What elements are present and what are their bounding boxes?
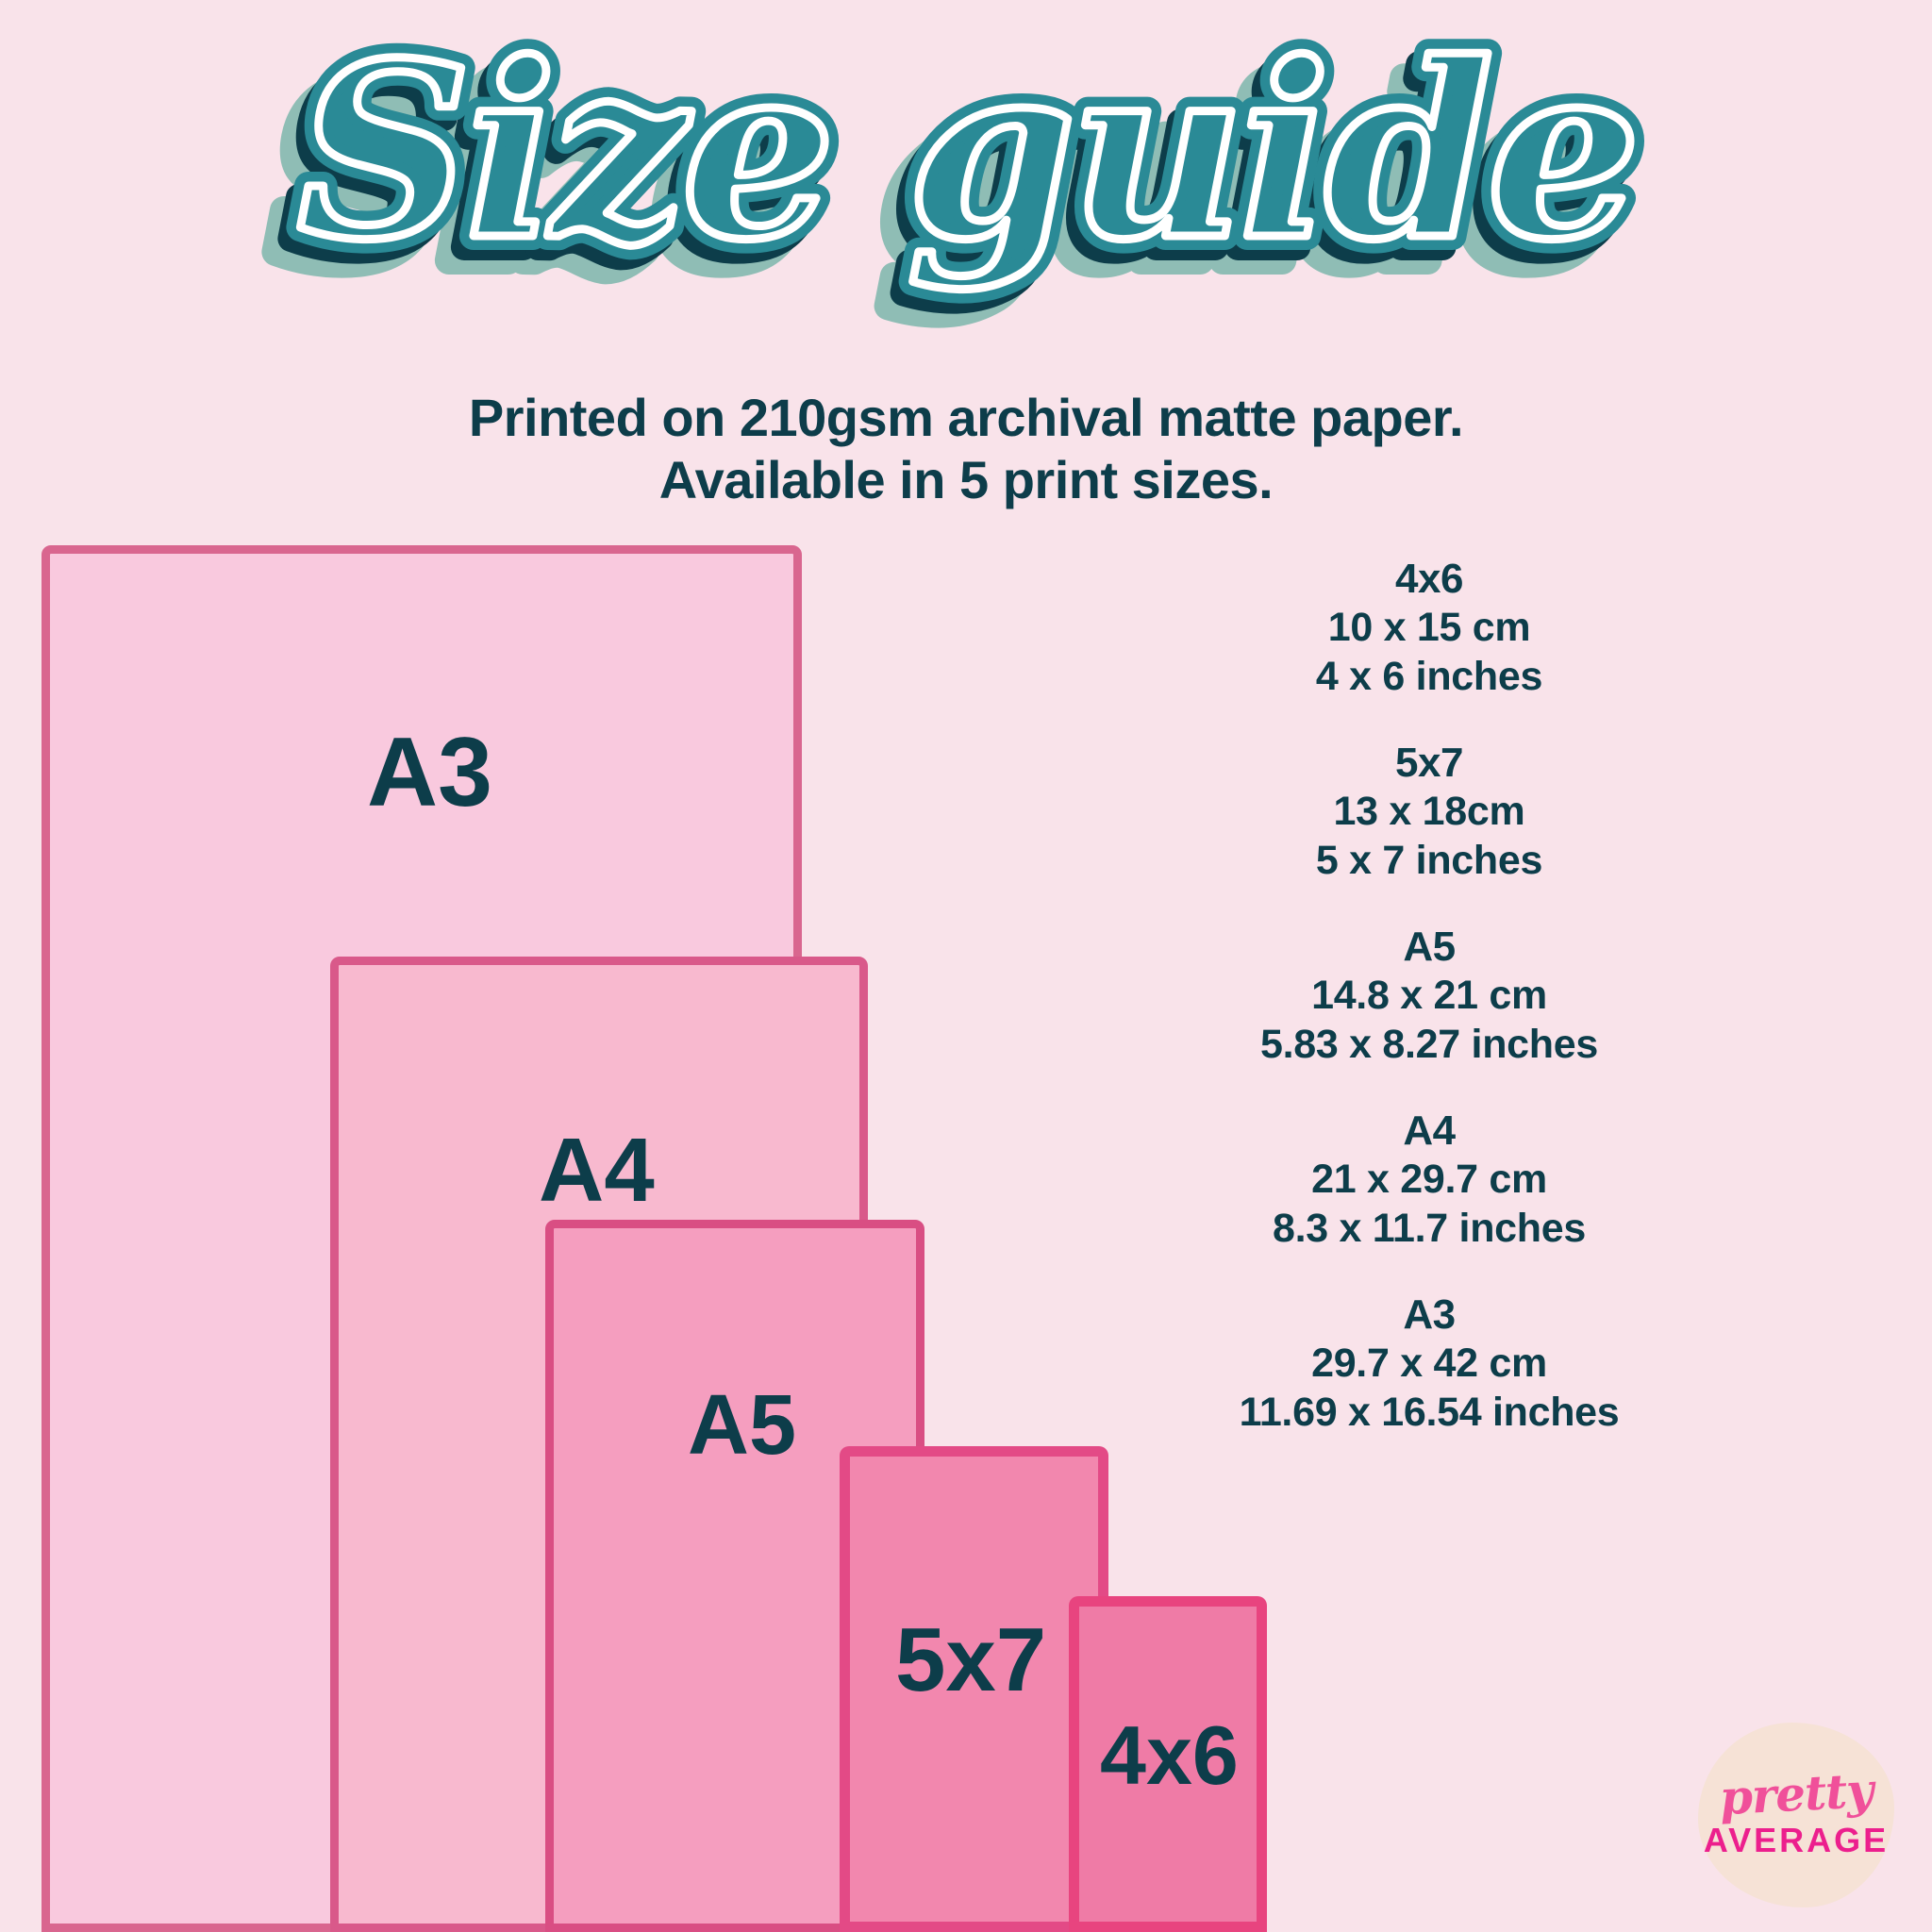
legend-name: A4 — [1403, 1108, 1456, 1155]
legend-cm: 21 x 29.7 cm — [1311, 1157, 1547, 1203]
legend-item-5x7: 5x7 13 x 18cm 5 x 7 inches — [1066, 739, 1792, 885]
legend-cm: 13 x 18cm — [1333, 789, 1525, 834]
paper-label-a4: A4 — [539, 1120, 655, 1221]
legend-inches: 4 x 6 inches — [1315, 653, 1543, 699]
paper-rect-5x7: 5x7 — [840, 1446, 1108, 1932]
logo-block-word: AVERAGE — [1703, 1821, 1890, 1859]
paper-label-5x7: 5x7 — [895, 1609, 1047, 1710]
legend-cm: 14.8 x 21 cm — [1311, 973, 1547, 1019]
page-title: Size guide — [0, 0, 1932, 377]
legend-item-a4: A4 21 x 29.7 cm 8.3 x 11.7 inches — [1066, 1107, 1792, 1253]
size-legend: 4x6 10 x 15 cm 4 x 6 inches 5x7 13 x 18c… — [1066, 555, 1792, 1437]
title-layer-teal — [297, 11, 1635, 293]
paper-label-a3: A3 — [367, 718, 492, 827]
subtitle: Printed on 210gsm archival matte paper. … — [0, 387, 1932, 511]
logo-blob-shape — [1698, 1723, 1894, 1907]
legend-name: A5 — [1403, 924, 1456, 971]
legend-cm: 29.7 x 42 cm — [1311, 1341, 1547, 1387]
legend-name: 5x7 — [1395, 740, 1463, 787]
legend-name: A3 — [1403, 1291, 1456, 1339]
legend-cm: 10 x 15 cm — [1327, 604, 1531, 650]
subtitle-line-2: Available in 5 print sizes. — [658, 450, 1274, 510]
paper-label-a5: A5 — [688, 1378, 797, 1473]
legend-inches: 11.69 x 16.54 inches — [1239, 1389, 1620, 1435]
legend-item-a3: A3 29.7 x 42 cm 11.69 x 16.54 inches — [1066, 1291, 1792, 1437]
paper-rect-4x6: 4x6 — [1069, 1596, 1267, 1932]
size-guide-title-art: Size guide — [0, 0, 1932, 377]
legend-name: 4x6 — [1395, 556, 1463, 602]
brand-logo: pretty AVERAGE — [1698, 1723, 1894, 1907]
legend-inches: 8.3 x 11.7 inches — [1273, 1205, 1586, 1251]
legend-item-a5: A5 14.8 x 21 cm 5.83 x 8.27 inches — [1066, 923, 1792, 1069]
legend-inches: 5 x 7 inches — [1315, 837, 1543, 883]
paper-label-4x6: 4x6 — [1100, 1708, 1239, 1802]
logo-script-word: pretty — [1718, 1761, 1874, 1826]
subtitle-line-1: Printed on 210gsm archival matte paper. — [468, 388, 1464, 447]
legend-item-4x6: 4x6 10 x 15 cm 4 x 6 inches — [1066, 555, 1792, 701]
legend-inches: 5.83 x 8.27 inches — [1260, 1021, 1598, 1067]
